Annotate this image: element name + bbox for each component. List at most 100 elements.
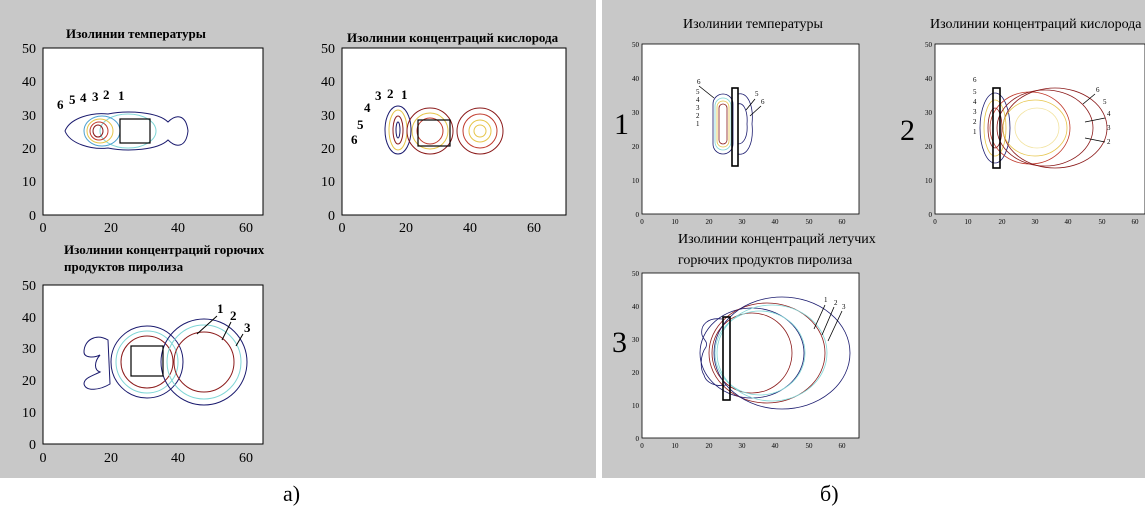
svg-text:3: 3 [696,104,700,112]
svg-text:1: 1 [401,87,408,102]
svg-text:30: 30 [739,218,747,226]
svg-text:1: 1 [118,88,125,103]
svg-text:4: 4 [364,100,371,115]
svg-text:4: 4 [973,98,977,106]
svg-text:50: 50 [925,41,933,49]
svg-text:0: 0 [640,442,644,450]
svg-text:40: 40 [772,442,780,450]
svg-text:0: 0 [636,435,640,443]
svg-text:50: 50 [321,42,335,57]
svg-text:1: 1 [973,128,977,136]
svg-text:20: 20 [706,218,714,226]
svg-text:50: 50 [806,442,814,450]
svg-text:30: 30 [632,109,640,117]
svg-text:50: 50 [806,218,814,226]
svg-text:60: 60 [239,451,253,466]
svg-text:0: 0 [328,209,335,224]
svg-text:2: 2 [387,86,394,101]
svg-text:50: 50 [1099,218,1107,226]
svg-text:10: 10 [632,177,640,185]
svg-text:0: 0 [933,218,937,226]
svg-text:40: 40 [463,221,477,236]
svg-text:20: 20 [632,369,640,377]
svg-text:6: 6 [57,97,64,112]
svg-text:60: 60 [839,218,847,226]
svg-text:50: 50 [632,41,640,49]
svg-text:3: 3 [375,88,382,103]
svg-text:4: 4 [696,96,700,104]
svg-text:40: 40 [171,451,185,466]
svg-text:5: 5 [973,88,977,96]
svg-text:20: 20 [104,221,118,236]
svg-text:1: 1 [217,301,224,316]
svg-text:60: 60 [1132,218,1140,226]
svg-text:20: 20 [321,142,335,157]
svg-text:2: 2 [1107,138,1111,146]
svg-text:30: 30 [739,442,747,450]
svg-text:40: 40 [1065,218,1073,226]
svg-text:60: 60 [839,442,847,450]
svg-text:6: 6 [761,98,765,106]
left-caption: а) [283,481,301,506]
svg-text:3: 3 [842,303,846,311]
right-plot2-number: 2 [900,114,915,147]
right-plot1-number: 1 [614,108,629,141]
svg-text:10: 10 [632,402,640,410]
svg-text:40: 40 [22,311,36,326]
svg-text:50: 50 [632,270,640,278]
svg-text:5: 5 [696,88,700,96]
right-plot3-title-line2: горючих продуктов пиролиза [678,253,853,268]
svg-text:6: 6 [1096,86,1100,94]
right-plot3-title-line1: Изолинии концентраций летучих [678,232,876,247]
svg-text:10: 10 [925,177,933,185]
svg-text:1: 1 [824,296,828,304]
right-plot1-title: Изолинии температуры [683,17,823,32]
svg-text:5: 5 [755,90,759,98]
svg-text:40: 40 [171,221,185,236]
svg-text:20: 20 [399,221,413,236]
left-plot2: 50 40 30 20 10 0 0 20 40 60 3 2 1 456 [321,42,567,236]
svg-text:30: 30 [22,109,36,124]
left-plot1-title: Изолинии температуры [66,26,206,41]
svg-text:0: 0 [40,221,47,236]
svg-text:20: 20 [104,451,118,466]
svg-text:5: 5 [69,92,76,107]
left-plot3: 50 40 30 20 10 0 0 20 40 60 1 23 [22,279,264,466]
svg-text:40: 40 [925,75,933,83]
svg-text:0: 0 [29,438,36,453]
svg-text:40: 40 [22,75,36,90]
right-plot3-number: 3 [612,326,627,359]
svg-text:2: 2 [230,308,237,323]
svg-text:40: 40 [632,303,640,311]
svg-text:6: 6 [973,76,977,84]
svg-text:20: 20 [632,143,640,151]
svg-text:10: 10 [965,218,973,226]
svg-text:0: 0 [29,209,36,224]
svg-text:1: 1 [696,120,700,128]
svg-text:6: 6 [351,132,358,147]
svg-text:40: 40 [321,75,335,90]
svg-text:30: 30 [22,342,36,357]
svg-text:30: 30 [1032,218,1040,226]
left-plot2-title: Изолинии концентраций кислорода [347,30,559,45]
svg-text:10: 10 [321,175,335,190]
svg-text:10: 10 [22,406,36,421]
svg-text:10: 10 [672,218,680,226]
svg-text:3: 3 [973,108,977,116]
svg-text:5: 5 [357,117,364,132]
svg-text:2: 2 [696,112,700,120]
right-caption: б) [820,481,839,506]
svg-text:20: 20 [999,218,1007,226]
svg-text:0: 0 [929,211,933,219]
svg-text:50: 50 [22,42,36,57]
svg-text:60: 60 [527,221,541,236]
svg-text:30: 30 [632,336,640,344]
svg-text:0: 0 [40,451,47,466]
svg-text:3: 3 [244,320,251,335]
svg-text:20: 20 [22,374,36,389]
left-plot3-title-line2: продуктов пиролиза [64,259,184,274]
